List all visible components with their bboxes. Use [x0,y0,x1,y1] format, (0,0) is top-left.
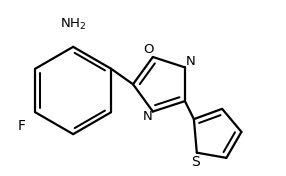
Text: N: N [142,110,152,123]
Text: O: O [143,43,154,56]
Text: S: S [191,155,200,169]
Text: F: F [17,119,25,133]
Text: N: N [186,55,195,68]
Text: NH$_2$: NH$_2$ [60,17,86,32]
